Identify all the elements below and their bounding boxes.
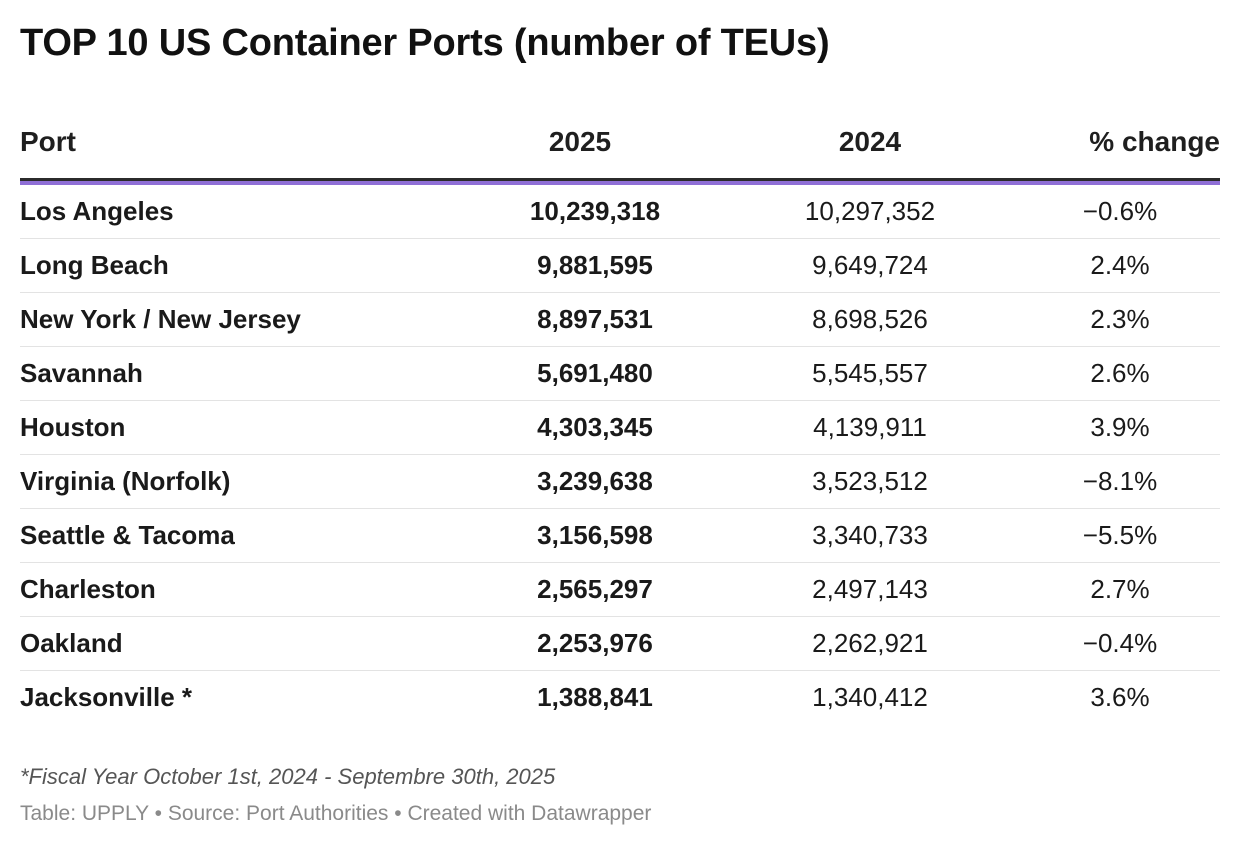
cell-port: Long Beach: [20, 250, 169, 280]
table-row: Oakland 2,253,976 2,262,921 −0.4%: [20, 617, 1220, 671]
cell-port: Charleston: [20, 574, 156, 604]
cell-2025: 2,253,976: [537, 628, 653, 658]
cell-2025: 2,565,297: [537, 574, 653, 604]
cell-2024: 9,649,724: [812, 250, 928, 280]
table-row: Long Beach 9,881,595 9,649,724 2.4%: [20, 239, 1220, 293]
cell-percent-change: −0.6%: [1082, 196, 1158, 226]
cell-percent-change: 2.4%: [1090, 250, 1150, 280]
cell-percent-change: 3.9%: [1090, 412, 1150, 442]
table-row: Savannah 5,691,480 5,545,557 2.6%: [20, 347, 1220, 401]
cell-port: Los Angeles: [20, 196, 174, 226]
cell-2024: 2,262,921: [812, 628, 928, 658]
header-2025[interactable]: 2025: [548, 126, 612, 157]
cell-2024: 3,340,733: [812, 520, 928, 550]
header-accent-bar: [20, 181, 1220, 185]
cell-port: Oakland: [20, 628, 123, 658]
cell-2025: 10,239,318: [529, 196, 661, 226]
table-header: Port 2025 2024 % change: [20, 116, 1220, 181]
cell-percent-change: 2.7%: [1090, 574, 1150, 604]
cell-2025: 3,239,638: [537, 466, 653, 496]
cell-2025: 3,156,598: [537, 520, 653, 550]
cell-2024: 1,340,412: [812, 682, 928, 712]
cell-percent-change: 2.3%: [1090, 304, 1150, 334]
cell-port: Houston: [20, 412, 126, 442]
table-row: Los Angeles 10,239,318 10,297,352 −0.6%: [20, 185, 1220, 239]
cell-port: Jacksonville *: [20, 682, 192, 712]
table-row: Jacksonville * 1,388,841 1,340,412 3.6%: [20, 671, 1220, 724]
table-row: New York / New Jersey 8,897,531 8,698,526 2…: [20, 293, 1220, 347]
chart-title: TOP 10 US Container Ports (number of TEU…: [20, 22, 830, 64]
cell-2024: 2,497,143: [812, 574, 928, 604]
table-row: Seattle & Tacoma 3,156,598 3,340,733 −5.5%: [20, 509, 1220, 563]
cell-2025: 9,881,595: [537, 250, 653, 280]
source-line: Table: UPPLY • Source: Port Authorities …: [20, 802, 652, 825]
cell-port: Seattle & Tacoma: [20, 520, 235, 550]
cell-port: New York / New Jersey: [20, 304, 301, 334]
ports-table: Port 2025 2024 % change Los Angeles 10,23…: [20, 116, 1220, 724]
cell-2024: 5,545,557: [812, 358, 928, 388]
cell-percent-change: 2.6%: [1090, 358, 1150, 388]
header-percent-change[interactable]: % change: [1089, 126, 1220, 157]
cell-2025: 1,388,841: [537, 682, 653, 712]
cell-percent-change: −8.1%: [1082, 466, 1158, 496]
cell-port: Virginia (Norfolk): [20, 466, 231, 496]
cell-2024: 3,523,512: [812, 466, 928, 496]
cell-2025: 5,691,480: [537, 358, 653, 388]
header-port[interactable]: Port: [20, 126, 76, 157]
cell-2024: 10,297,352: [804, 196, 936, 226]
cell-2024: 8,698,526: [812, 304, 928, 334]
footnote: *Fiscal Year October 1st, 2024 - Septemb…: [20, 764, 556, 789]
cell-2025: 8,897,531: [537, 304, 653, 334]
table-row: Charleston 2,565,297 2,497,143 2.7%: [20, 563, 1220, 617]
cell-2025: 4,303,345: [537, 412, 653, 442]
cell-percent-change: 3.6%: [1090, 682, 1150, 712]
cell-port: Savannah: [20, 358, 143, 388]
table-row: Virginia (Norfolk) 3,239,638 3,523,512 −8.1…: [20, 455, 1220, 509]
table-body: Los Angeles 10,239,318 10,297,352 −0.6% Long…: [20, 185, 1220, 724]
header-2024[interactable]: 2024: [838, 126, 902, 157]
table-row: Houston 4,303,345 4,139,911 3.9%: [20, 401, 1220, 455]
cell-percent-change: −5.5%: [1082, 520, 1158, 550]
cell-percent-change: −0.4%: [1082, 628, 1158, 658]
cell-2024: 4,139,911: [813, 412, 927, 442]
